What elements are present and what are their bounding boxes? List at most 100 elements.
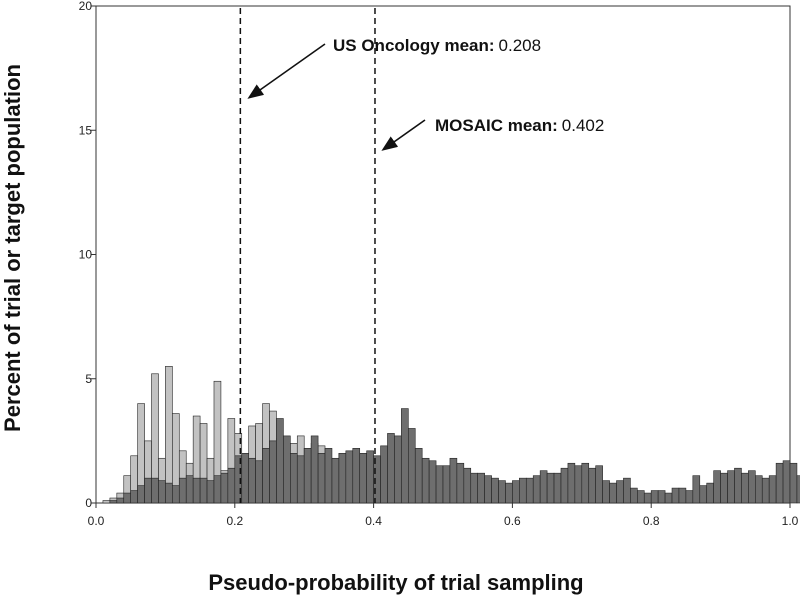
mosaic-bar xyxy=(206,480,215,504)
mosaic-bar xyxy=(491,477,499,504)
mosaic-bar xyxy=(553,472,562,504)
mosaic-bar xyxy=(401,408,409,504)
mosaic-bar xyxy=(678,487,687,504)
mosaic-bar xyxy=(192,477,201,504)
mosaic-bar xyxy=(442,465,451,504)
mosaic-bar xyxy=(754,475,763,504)
mosaic-bar xyxy=(734,467,742,504)
mosaic-bar xyxy=(116,497,125,504)
x-tick-label: 1.0 xyxy=(782,514,799,528)
mosaic-bar xyxy=(123,492,132,504)
mosaic-bar xyxy=(456,462,465,504)
mosaic-bar xyxy=(581,462,590,504)
mosaic-bar xyxy=(310,435,319,504)
mosaic-mean-arrow xyxy=(381,119,426,151)
y-tick-label: 5 xyxy=(85,372,92,386)
mosaic-bar xyxy=(428,460,437,504)
mosaic-bar xyxy=(352,448,361,504)
mosaic-mean-label: MOSAIC mean: xyxy=(435,116,558,135)
mosaic-bar xyxy=(470,472,479,504)
us-oncology-bar xyxy=(102,500,111,504)
mosaic-bar xyxy=(643,492,652,504)
x-tick-label: 0.4 xyxy=(365,514,382,528)
mosaic-bar xyxy=(789,462,798,504)
mosaic-bar xyxy=(220,472,229,504)
mosaic-bar xyxy=(630,487,638,504)
mosaic-bar xyxy=(782,460,791,504)
mosaic-bar xyxy=(269,440,277,504)
y-tick-label: 15 xyxy=(79,123,93,137)
mosaic-bar xyxy=(692,475,701,504)
mosaic-bar xyxy=(574,465,583,504)
mosaic-bar xyxy=(602,480,610,504)
mosaic-bar xyxy=(463,467,472,504)
us-oncology-mean-arrow xyxy=(247,43,326,99)
mosaic-bar xyxy=(248,457,256,504)
mosaic-bar xyxy=(671,487,680,504)
mosaic-bar xyxy=(699,485,708,504)
mosaic-bar xyxy=(727,470,735,504)
mosaic-bar xyxy=(331,457,340,504)
us-oncology-bar xyxy=(165,366,173,504)
mosaic-bar xyxy=(414,448,423,504)
mosaic-bar xyxy=(505,482,513,504)
mosaic-bar xyxy=(650,490,659,504)
mosaic-bar xyxy=(796,475,800,504)
x-axis-title: Pseudo-probability of trial sampling xyxy=(208,570,583,595)
mosaic-bar xyxy=(144,477,152,504)
mosaic-bar xyxy=(567,462,576,504)
mosaic-bar xyxy=(407,428,416,504)
mosaic-bar xyxy=(741,472,749,504)
x-tick-label: 0.2 xyxy=(226,514,243,528)
mosaic-bar xyxy=(262,448,270,504)
mosaic-bar xyxy=(324,448,333,504)
mosaic-bar xyxy=(435,465,444,504)
mosaic-bar xyxy=(185,475,194,504)
mosaic-bar xyxy=(394,435,402,504)
mosaic-bar xyxy=(338,452,347,504)
mosaic-bar xyxy=(178,477,187,504)
mosaic-bar xyxy=(539,470,548,504)
mosaic-bar xyxy=(637,490,645,504)
y-tick-label: 10 xyxy=(79,248,93,262)
mosaic-bar xyxy=(519,477,527,504)
y-axis-ticks: 0 5 10 15 20 xyxy=(79,0,96,510)
x-tick-label: 0.6 xyxy=(504,514,521,528)
mosaic-bar xyxy=(130,490,138,504)
mosaic-bar xyxy=(276,418,284,504)
mosaic-bar xyxy=(255,460,263,504)
mosaic-bar xyxy=(685,490,694,504)
mosaic-bar xyxy=(657,490,666,504)
mosaic-bar xyxy=(498,480,506,504)
mosaic-bar xyxy=(761,477,770,504)
mosaic-bar xyxy=(359,452,367,504)
mosaic-bar xyxy=(546,472,555,504)
mosaic-bar xyxy=(380,445,388,504)
mosaic-bar xyxy=(720,472,728,504)
mosaic-bar xyxy=(560,467,569,504)
mosaic-bars xyxy=(109,408,800,504)
mosaic-bar xyxy=(525,477,534,504)
mosaic-bar xyxy=(290,452,298,504)
mosaic-bar xyxy=(477,472,485,504)
us-oncology-mean-value: 0.208 xyxy=(499,36,542,55)
us-oncology-mean-annotation: US Oncology mean: 0.208 xyxy=(333,36,541,55)
mosaic-bar xyxy=(595,465,603,504)
mosaic-bar xyxy=(706,482,714,504)
mosaic-bar xyxy=(609,482,617,504)
mosaic-bar xyxy=(664,492,673,504)
x-tick-label: 0.0 xyxy=(88,514,105,528)
mosaic-bar xyxy=(283,435,291,504)
mosaic-bar xyxy=(345,450,354,504)
mosaic-bar xyxy=(449,457,458,504)
mosaic-bar xyxy=(588,467,596,504)
x-axis-ticks: 0.0 0.2 0.4 0.6 0.8 1.0 xyxy=(88,503,799,528)
mosaic-bar xyxy=(303,448,312,504)
mosaic-bar xyxy=(623,477,631,504)
mosaic-bar xyxy=(484,475,492,504)
mosaic-bar xyxy=(296,455,305,504)
mosaic-bar xyxy=(165,482,173,504)
mosaic-bar xyxy=(137,485,145,504)
mosaic-bar xyxy=(109,500,118,504)
mosaic-bar xyxy=(748,470,756,504)
